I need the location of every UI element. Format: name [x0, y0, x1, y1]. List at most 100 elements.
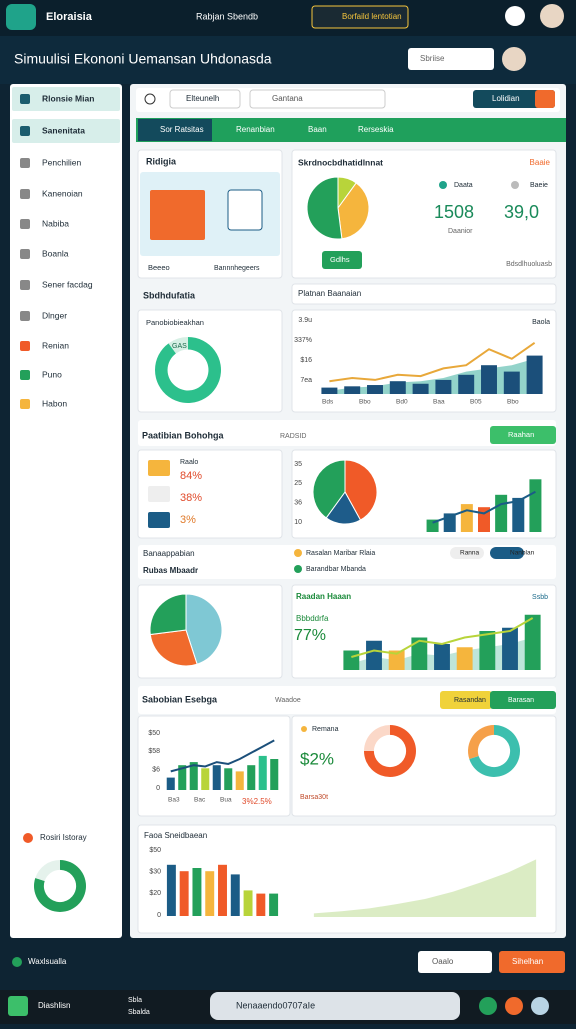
- slice: [312, 459, 346, 519]
- top-button-label[interactable]: Borfaild lentotian: [342, 12, 402, 21]
- nav-item[interactable]: Kanenoian: [42, 188, 83, 198]
- item-icon: [148, 486, 170, 502]
- x-label: Bds: [322, 399, 334, 406]
- nav-item[interactable]: Nabiba: [42, 218, 69, 228]
- axis-label: $6: [152, 767, 160, 774]
- action-label[interactable]: Lolidian: [492, 94, 520, 103]
- search-field[interactable]: [169, 89, 241, 109]
- nav-item[interactable]: Habon: [42, 398, 67, 408]
- bar: [256, 893, 266, 916]
- axis-label: $58: [148, 748, 160, 755]
- pill[interactable]: [490, 547, 524, 559]
- footer-button[interactable]: [499, 951, 565, 973]
- x-label: Bbo: [359, 399, 371, 406]
- tray-icon: [505, 997, 523, 1015]
- line: [329, 341, 536, 383]
- bar: [230, 874, 240, 916]
- bar: [189, 762, 198, 790]
- footer-icon: [12, 957, 22, 967]
- slice: [149, 629, 198, 667]
- axis-label: 35: [294, 461, 302, 468]
- bar: [205, 871, 215, 916]
- bar: [166, 777, 175, 790]
- nav-item[interactable]: Puno: [42, 369, 62, 379]
- tag: Bannnhegeers: [214, 265, 260, 272]
- nav-icon: [20, 370, 30, 380]
- section-title: Sabobian Esebga: [142, 694, 218, 704]
- footer-button-label[interactable]: Oaalo: [432, 957, 454, 966]
- nav-item[interactable]: Rlonsie Mian: [42, 93, 94, 103]
- taskbar-item[interactable]: Diashlisn: [38, 1001, 70, 1010]
- action-accent[interactable]: [535, 90, 555, 108]
- top-button[interactable]: [311, 5, 409, 29]
- nav-icon: [20, 94, 30, 104]
- card-button-label[interactable]: Gdlhs: [330, 255, 350, 264]
- section-button[interactable]: [490, 691, 556, 709]
- section-button-label[interactable]: Rasandan: [454, 697, 486, 704]
- action-button[interactable]: [473, 90, 555, 108]
- bar: [258, 755, 267, 790]
- pill[interactable]: [450, 547, 484, 559]
- taskbar-icon[interactable]: [8, 996, 28, 1016]
- tab[interactable]: Rerseskia: [358, 125, 394, 134]
- section-button[interactable]: [490, 426, 556, 444]
- nav-item[interactable]: Sanenitata: [42, 125, 85, 135]
- bar: [178, 765, 187, 790]
- slice: [306, 176, 343, 240]
- line: [432, 490, 536, 524]
- chart-percent: 77%: [294, 627, 326, 644]
- corner-label: Ssbb: [532, 594, 548, 601]
- search-box[interactable]: [408, 48, 494, 70]
- section-button-label[interactable]: Barasan: [508, 697, 534, 704]
- search-text[interactable]: Gantana: [272, 94, 303, 103]
- bar: [247, 765, 256, 790]
- slice: [33, 860, 86, 912]
- search-field[interactable]: [249, 89, 386, 109]
- slice: [364, 725, 390, 752]
- section-button[interactable]: [440, 691, 492, 709]
- search-text[interactable]: Elteunelh: [186, 94, 219, 103]
- footer-button-label[interactable]: Sihelhan: [512, 957, 543, 966]
- mid-tag: Remana: [312, 726, 339, 733]
- nav-item[interactable]: Sener facdag: [42, 279, 93, 289]
- tab[interactable]: Baan: [308, 125, 327, 134]
- section-tag: RADSID: [280, 433, 306, 440]
- nav-icon: [20, 280, 30, 290]
- legend-dot: [511, 181, 519, 189]
- footer-button[interactable]: [418, 951, 492, 973]
- card-button[interactable]: [322, 251, 362, 269]
- section-subtitle: Rubas Mbaadr: [143, 566, 198, 575]
- bar: [366, 640, 382, 670]
- widget-title: Rosiri Istoray: [40, 833, 87, 842]
- pill-label[interactable]: Nanblan: [510, 550, 535, 557]
- nav-item[interactable]: Boanla: [42, 248, 69, 258]
- taskbar-search-text[interactable]: Nenaaendo0707aIe: [236, 1000, 315, 1010]
- top-center: Rabjan Sbendb: [196, 11, 258, 21]
- tag: Beeeo: [148, 263, 170, 272]
- search-placeholder[interactable]: Sbriise: [420, 54, 445, 63]
- search-icon: [144, 93, 156, 105]
- badge: Baaie: [530, 158, 551, 167]
- item-value: 3%: [180, 514, 196, 526]
- area: [313, 859, 537, 917]
- taskbar-item[interactable]: Sbalda: [128, 1009, 150, 1016]
- line: [170, 739, 275, 773]
- page-title: Simuulisi Ekononi Uemansan Uhdonasda: [14, 51, 272, 67]
- nav-item[interactable]: Penchilien: [42, 157, 81, 167]
- pill-label[interactable]: Ranna: [460, 550, 480, 557]
- bar: [412, 383, 429, 394]
- nav-item[interactable]: Dlnger: [42, 310, 67, 320]
- tab-active[interactable]: [138, 119, 212, 141]
- taskbar-search[interactable]: [210, 992, 460, 1020]
- nav-item[interactable]: Renian: [42, 340, 69, 350]
- bar: [201, 768, 210, 790]
- nav-icon: [20, 341, 30, 351]
- bar: [270, 759, 279, 790]
- bar: [481, 365, 497, 394]
- tag-dot: [301, 726, 307, 732]
- tab[interactable]: Sor Ratsitas: [160, 125, 204, 134]
- section-button-label[interactable]: Raahan: [508, 430, 534, 439]
- tab[interactable]: Renanbian: [236, 125, 275, 134]
- legend-item: Rasalan Maribar Rlaia: [306, 550, 375, 557]
- taskbar-item[interactable]: Sbla: [128, 997, 142, 1004]
